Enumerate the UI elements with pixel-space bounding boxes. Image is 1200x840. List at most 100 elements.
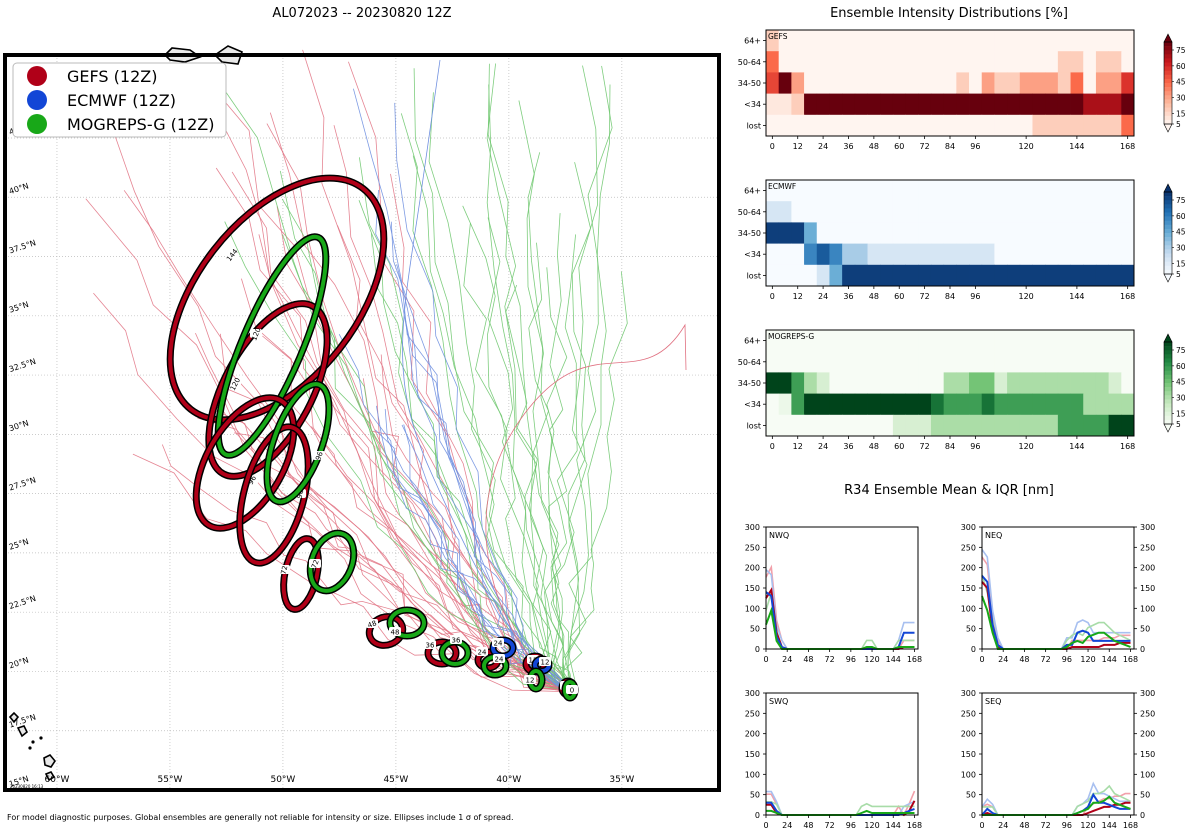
r34-y-tick-label: 250 [961, 709, 976, 718]
r34-y-tick-label-right: 100 [1140, 770, 1155, 779]
ellipse-label: 12 [526, 677, 535, 685]
colorbar-segment [1164, 115, 1172, 121]
colorbar-segment [1164, 387, 1172, 392]
heatmap-cell [1007, 222, 1021, 244]
ellipse-stroke [308, 531, 356, 593]
r34-plot-bg [982, 693, 1134, 815]
r34-plot-bg [766, 693, 918, 815]
colorbar-segment [1164, 78, 1172, 84]
mogreps-track [527, 152, 572, 691]
heatmap-cell [1083, 72, 1097, 94]
heatmap-cell [880, 243, 894, 266]
heatmap-cell [1083, 93, 1097, 116]
landmass [8, 711, 20, 724]
heatmap-cell [905, 243, 919, 266]
heatmap-cell [1045, 243, 1059, 266]
colorbar-tick-label: 75 [1176, 346, 1186, 355]
heatmap-cell [918, 414, 932, 437]
heatmap-cell [943, 114, 957, 137]
colorbar-tick-label: 15 [1176, 109, 1186, 118]
heatmap-cell [1045, 393, 1059, 416]
heatmap-cell [829, 30, 843, 52]
heatmap-cell [1019, 264, 1033, 287]
heatmap-cell [1019, 72, 1033, 94]
heatmap-cell [981, 72, 995, 94]
heatmap-cell [854, 51, 868, 73]
r34-panel-name: SWQ [769, 697, 788, 706]
heatmap-cell [930, 72, 945, 94]
heatmap-cell [766, 243, 780, 266]
r34-y-tick-label: 250 [745, 709, 760, 718]
colorbar-segment [1164, 91, 1172, 96]
heatmap-cell [1095, 201, 1110, 223]
map-footnote: For model diagnostic purposes. Global en… [7, 813, 514, 822]
heatmap-cell [1057, 72, 1071, 94]
ellipse-label: 96 [314, 450, 325, 462]
heatmap-cell [842, 414, 856, 437]
heatmap-cell [880, 93, 894, 116]
heatmap-cell [1083, 51, 1097, 73]
legend-marker [27, 90, 47, 110]
heatmap-cell [1032, 114, 1046, 137]
colorbar-segment [1164, 99, 1172, 104]
heatmap-cell [766, 264, 780, 287]
heatmap-cell [1070, 264, 1084, 287]
heatmap-cell [791, 222, 805, 244]
heatmap-cell [854, 330, 868, 352]
heatmap-cell [969, 180, 983, 202]
r34-title: R34 Ensemble Mean & IQR [nm] [844, 483, 1054, 498]
heatmap-cell [994, 201, 1008, 223]
heatmap-cell [918, 393, 932, 416]
heatmap-cell [867, 201, 881, 223]
heatmap-cell [1070, 51, 1084, 73]
heatmap-cell [1121, 351, 1135, 373]
heatmap-cell [969, 51, 983, 73]
heatmap-cell [969, 93, 983, 116]
heatmap-panel-name: MOGREPS-G [768, 332, 814, 341]
heatmap-cell [969, 222, 983, 244]
heatmap-x-tick-label: 48 [869, 442, 879, 451]
heatmap-row-label: 64+ [744, 187, 761, 196]
heatmap-cell [1095, 51, 1110, 73]
heatmap-cell [1032, 222, 1046, 244]
heatmap-cell [892, 180, 906, 202]
track-ellipse: 96 [263, 380, 333, 506]
heatmap-cell [778, 243, 792, 266]
heatmap-cell [1057, 114, 1071, 137]
heatmap-cell [1007, 93, 1021, 116]
ellipse-label: 72 [310, 559, 321, 570]
heatmap-cell [1083, 114, 1097, 137]
heatmap-cell [1032, 393, 1046, 416]
heatmap-cell [943, 180, 957, 202]
heatmap-cell [1032, 93, 1046, 116]
heatmap-cell [905, 93, 919, 116]
heatmap-cell [1108, 114, 1122, 137]
heatmap-cell [981, 180, 995, 202]
colorbar-segment [1164, 399, 1172, 404]
r34-y-tick-label: 50 [966, 625, 976, 634]
heatmap-cell [918, 30, 932, 52]
heatmap-x-tick-label: 96 [970, 142, 980, 151]
colorbar-segment [1164, 403, 1172, 408]
heatmap-cell [854, 351, 868, 373]
heatmap-cell [854, 372, 868, 394]
r34-x-tick-label: 120 [1080, 821, 1095, 830]
heatmap-cell [1045, 93, 1059, 116]
heatmap-cell [1057, 93, 1071, 116]
colorbar-segment [1164, 245, 1172, 250]
heatmap-cell [766, 114, 780, 137]
colorbar-segment [1164, 83, 1172, 88]
heatmap-cell [956, 414, 970, 437]
colorbar-segment [1164, 119, 1172, 125]
heatmap-cell [994, 93, 1008, 116]
colorbar-tick-label: 5 [1176, 270, 1181, 279]
heatmap-cell [816, 51, 830, 73]
r34-x-tick-label: 0 [979, 821, 984, 830]
heatmap-cell [867, 222, 881, 244]
track-ellipse: 48 [365, 613, 407, 649]
heatmap-cell [854, 414, 868, 437]
heatmap-colorbar: 5 15 30 45 60 75 [1163, 183, 1186, 283]
heatmap-cell [956, 72, 970, 94]
heatmap-cell [1083, 372, 1097, 394]
